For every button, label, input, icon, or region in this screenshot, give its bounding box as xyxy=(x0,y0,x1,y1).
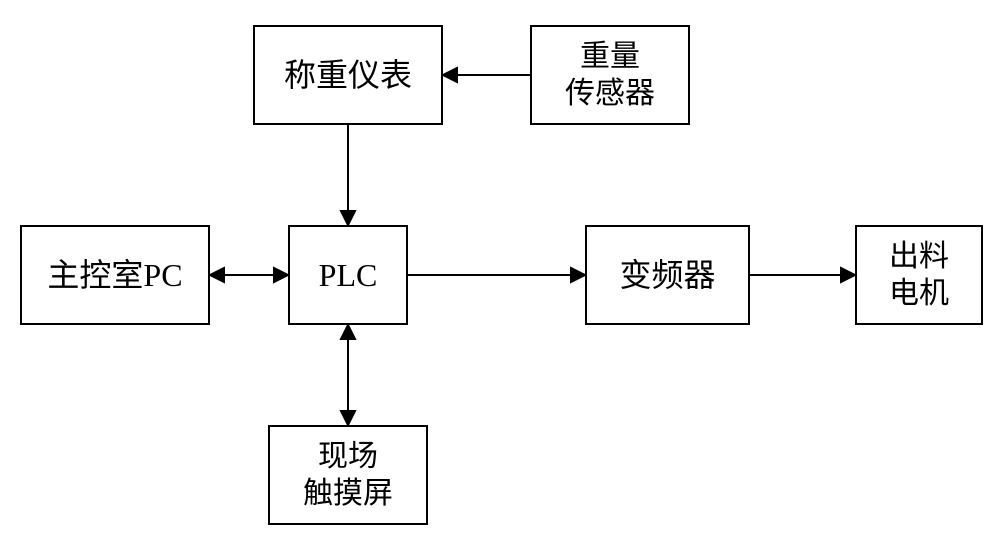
node-weight-sensor: 重量 传感器 xyxy=(530,25,690,125)
node-inverter: 变频器 xyxy=(585,225,750,325)
node-label: 主控室PC xyxy=(47,255,182,295)
node-label-line1: 出料 xyxy=(889,238,949,276)
arrowhead-icon xyxy=(341,211,355,225)
arrowhead-icon xyxy=(274,268,288,282)
arrowhead-icon xyxy=(341,325,355,339)
node-label: PLC xyxy=(319,255,378,295)
node-label-line2: 电机 xyxy=(889,275,949,313)
arrowhead-icon xyxy=(210,268,224,282)
node-label-line1: 重量 xyxy=(580,38,640,76)
node-touchscreen: 现场 触摸屏 xyxy=(268,425,428,525)
node-label-line2: 触摸屏 xyxy=(303,475,393,513)
node-label-line2: 传感器 xyxy=(565,75,655,113)
node-label-line1: 现场 xyxy=(318,438,378,476)
node-main-pc: 主控室PC xyxy=(20,225,210,325)
diagram-container: 称重仪表 重量 传感器 主控室PC PLC 变频器 出料 电机 现场 触摸屏 xyxy=(0,0,1000,552)
node-plc: PLC xyxy=(288,225,408,325)
arrowhead-icon xyxy=(341,411,355,425)
node-motor: 出料 电机 xyxy=(855,225,983,325)
arrowhead-icon xyxy=(571,268,585,282)
node-weighing-instrument: 称重仪表 xyxy=(253,25,443,125)
arrowhead-icon xyxy=(841,268,855,282)
node-label: 称重仪表 xyxy=(284,55,412,95)
arrowhead-icon xyxy=(443,68,457,82)
node-label: 变频器 xyxy=(619,255,715,295)
